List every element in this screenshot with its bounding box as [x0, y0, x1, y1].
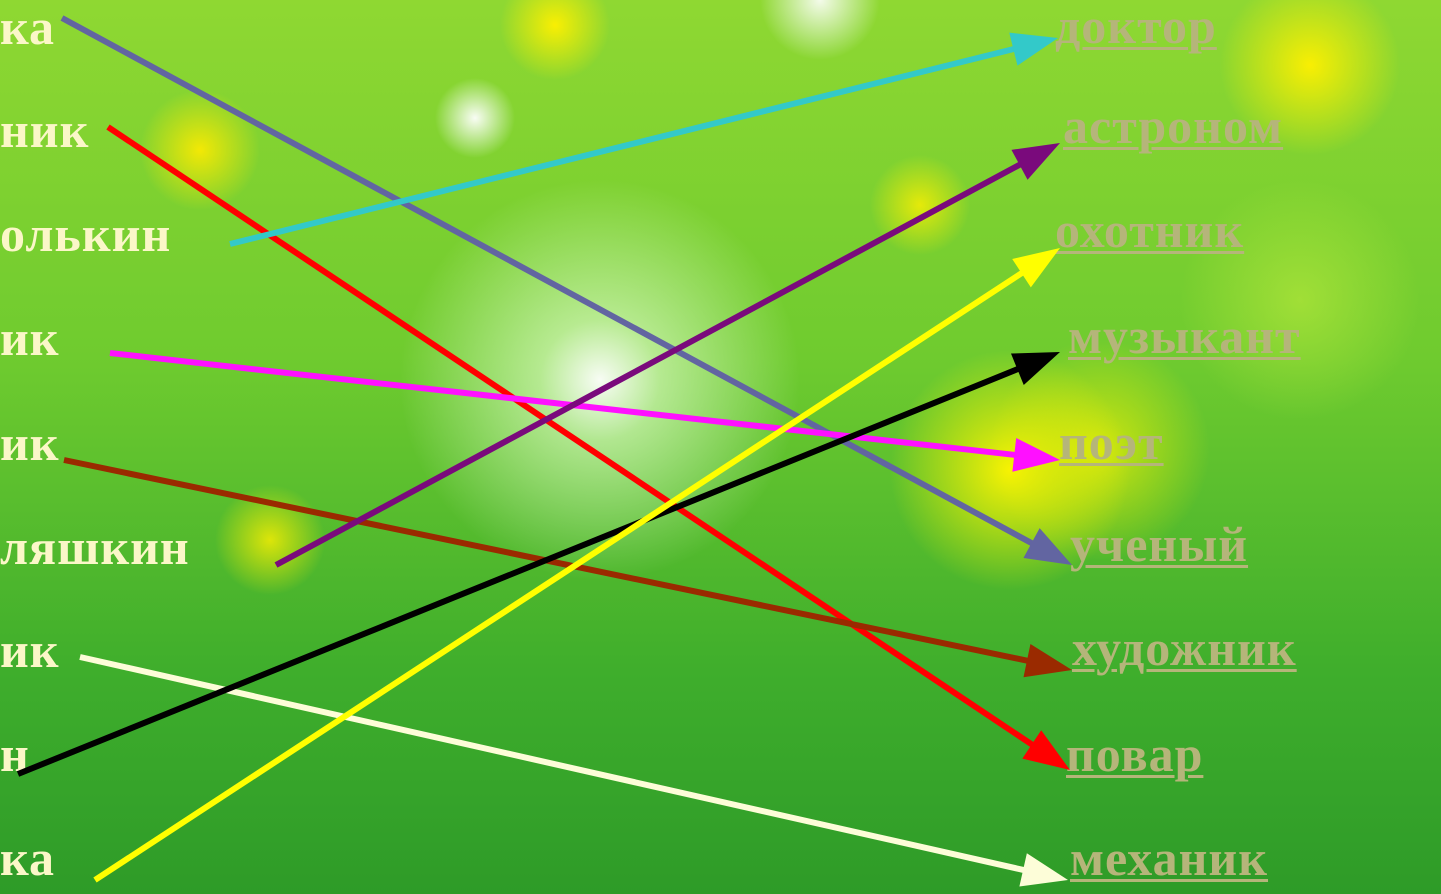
connector-line-to-mekhanik [79, 654, 1026, 874]
link-mekhanik[interactable]: механик [1070, 830, 1269, 886]
left-label-9: ка [0, 830, 56, 886]
arrowhead-to-okhotnik [1012, 248, 1060, 288]
left-label-3: олькин [0, 206, 172, 262]
link-poet[interactable]: поэт [1059, 414, 1164, 470]
arrowhead-to-poet [1012, 437, 1060, 472]
left-label-5: ик [0, 415, 60, 471]
link-doktor[interactable]: доктор [1055, 0, 1217, 54]
link-khudozhnik[interactable]: художник [1072, 620, 1297, 676]
connector-line-to-povar [106, 124, 1036, 749]
left-label-1: ка [0, 0, 56, 55]
left-label-7: ик [0, 622, 60, 678]
arrowhead-to-mekhanik [1019, 853, 1068, 887]
link-povar[interactable]: повар [1066, 726, 1204, 782]
arrowhead-to-astronom [1011, 143, 1060, 180]
arrowhead-to-doktor [1009, 32, 1058, 66]
link-uchenyi[interactable]: ученый [1070, 516, 1249, 572]
connector-line-to-uchenyi [60, 15, 1035, 547]
arrowhead-to-povar [1022, 730, 1070, 770]
link-muzykant[interactable]: музыкант [1068, 308, 1301, 364]
link-astronom[interactable]: астроном [1063, 98, 1284, 154]
connector-line-to-astronom [274, 161, 1023, 568]
connector-line-to-poet [109, 350, 1017, 459]
arrowhead-to-khudozhnik [1023, 643, 1072, 678]
connector-line-to-okhotnik [93, 269, 1025, 883]
connector-line-to-doktor [229, 45, 1017, 247]
left-label-2: ник [0, 102, 90, 158]
left-label-4: ик [0, 310, 60, 366]
arrowhead-to-muzykant [1010, 352, 1060, 386]
connector-line-to-muzykant [16, 365, 1021, 777]
arrowhead-to-uchenyi [1023, 528, 1072, 565]
left-label-6: ляшкин [0, 519, 190, 575]
link-okhotnik[interactable]: охотник [1055, 202, 1245, 258]
